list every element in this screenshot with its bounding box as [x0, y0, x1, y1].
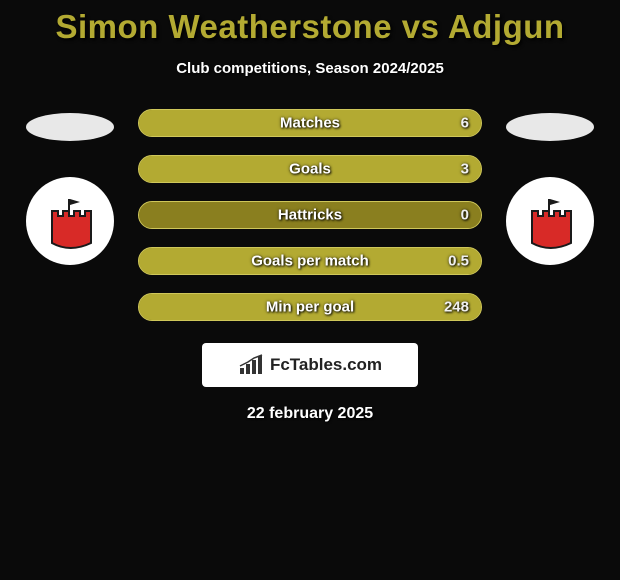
bar-value-right: 3 — [461, 161, 469, 178]
fort-icon — [520, 191, 580, 251]
footer-logo: FcTables.com — [202, 343, 418, 387]
date: 22 february 2025 — [0, 405, 620, 423]
subtitle: Club competitions, Season 2024/2025 — [0, 60, 620, 77]
bar-value-right: 248 — [444, 299, 469, 316]
bar-label: Goals per match — [251, 253, 369, 270]
main-row: Matches 6 Goals 3 Hattricks 0 Goals per match 0… — [0, 109, 620, 321]
bar-label: Hattricks — [278, 207, 342, 224]
stat-bar: Goals 3 — [138, 155, 482, 183]
title-player1: Simon Weatherstone — [55, 8, 392, 45]
footer-logo-text: FcTables.com — [270, 355, 382, 375]
player1-ellipse — [26, 113, 114, 141]
player1-badge — [26, 177, 114, 265]
player2-ellipse — [506, 113, 594, 141]
bar-label: Min per goal — [266, 299, 354, 316]
bar-label: Goals — [289, 161, 331, 178]
stat-bar: Hattricks 0 — [138, 201, 482, 229]
fort-icon — [40, 191, 100, 251]
stat-bar: Min per goal 248 — [138, 293, 482, 321]
bar-label: Matches — [280, 115, 340, 132]
page-title: Simon Weatherstone vs Adjgun — [0, 8, 620, 46]
stat-bar: Goals per match 0.5 — [138, 247, 482, 275]
title-vs: vs — [402, 8, 440, 45]
player2-badge — [506, 177, 594, 265]
comparison-card: Simon Weatherstone vs Adjgun Club compet… — [0, 0, 620, 423]
stat-bars: Matches 6 Goals 3 Hattricks 0 Goals per match 0… — [138, 109, 482, 321]
stat-bar: Matches 6 — [138, 109, 482, 137]
title-player2: Adjgun — [448, 8, 565, 45]
bar-value-right: 0.5 — [448, 253, 469, 270]
player2-col — [500, 109, 600, 265]
bar-value-right: 6 — [461, 115, 469, 132]
chart-icon — [238, 354, 264, 376]
player1-col — [20, 109, 120, 265]
bar-value-right: 0 — [461, 207, 469, 224]
